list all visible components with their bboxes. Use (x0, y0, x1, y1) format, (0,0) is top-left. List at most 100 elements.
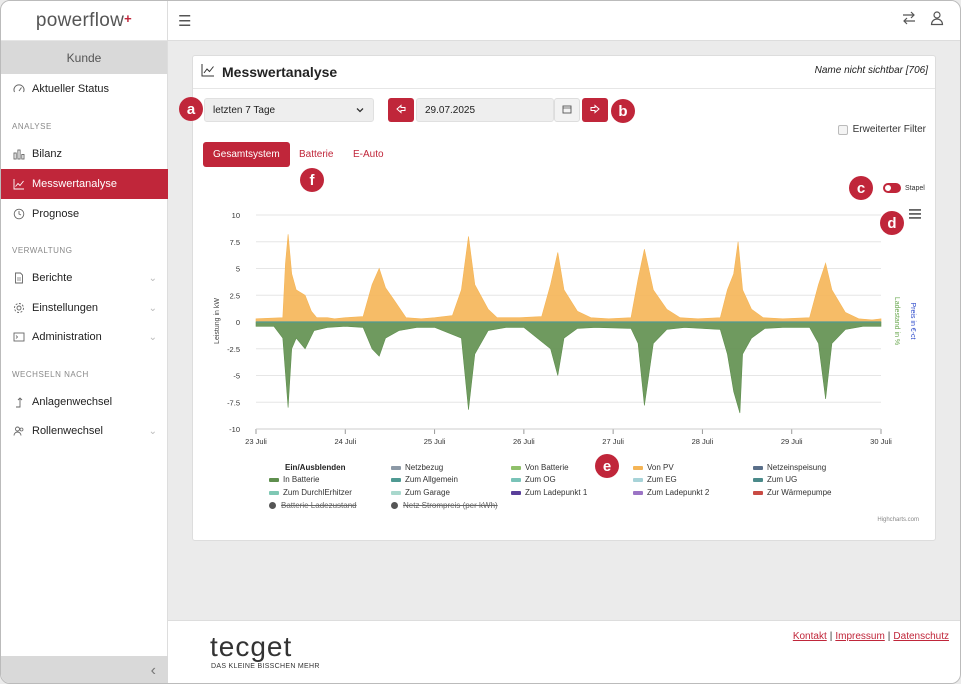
chevron-down-icon: ⌄ (148, 331, 157, 343)
stack-toggle[interactable]: Stapel (883, 183, 925, 193)
sidebar-item-messwertanalyse[interactable]: Messwertanalyse (1, 169, 168, 199)
callout-b: b (611, 99, 635, 123)
legend-item[interactable]: Von Batterie (511, 463, 569, 472)
arrow-left-icon (396, 103, 406, 117)
time-range-select[interactable]: letzten 7 Tage (204, 98, 374, 122)
legend-label: Zum OG (525, 475, 556, 484)
previous-period-button[interactable] (388, 98, 414, 122)
legend-item[interactable]: Netzbezug (391, 463, 443, 472)
extended-filter-checkbox[interactable] (837, 124, 848, 135)
legend-item[interactable]: Netzeinspeisung (753, 463, 826, 472)
y-tick-label: -2.5 (227, 345, 240, 354)
legend-item[interactable]: Netz Strompreis (per kWh) (391, 501, 498, 510)
legend-swatch (269, 490, 279, 495)
legend-item[interactable]: Zum EG (633, 475, 677, 484)
x-tick-label: 24 Juli (334, 437, 356, 446)
tab-batterie[interactable]: Batterie (299, 149, 334, 160)
date-field[interactable]: 29.07.2025 (416, 98, 554, 122)
system-name: Name nicht sichtbar [706] (814, 65, 928, 76)
sidebar-item-aktueller-status[interactable]: Aktueller Status (1, 74, 168, 104)
sidebar-item-rollenwechsel[interactable]: Rollenwechsel ⌄ (1, 416, 168, 446)
callout-f: f (300, 168, 324, 192)
logo-mark: + (124, 11, 133, 26)
legend-swatch (633, 477, 643, 482)
sidebar-item-label: Messwertanalyse (32, 178, 117, 190)
legend-swatch (391, 490, 401, 495)
sidebar-collapse-button[interactable]: ‹ (1, 656, 168, 683)
legend-item[interactable]: In Batterie (269, 475, 319, 484)
arrow-right-icon (590, 103, 600, 117)
y-tick-label: -10 (229, 425, 240, 434)
y-tick-label: -5 (233, 372, 240, 381)
legend-item[interactable]: Zum UG (753, 475, 797, 484)
legend-label: Netzbezug (405, 463, 444, 472)
chevron-left-icon: ‹ (150, 661, 156, 679)
legend-label: Zum UG (767, 475, 798, 484)
sidebar-item-einstellungen[interactable]: Einstellungen ⌄ (1, 293, 168, 323)
y-tick-label: 0 (236, 318, 240, 327)
customer-label: Kunde (1, 41, 167, 74)
chart-menu-icon[interactable] (909, 206, 921, 224)
sidebar-item-label: Prognose (32, 208, 80, 220)
user-icon[interactable] (929, 10, 945, 31)
next-period-button[interactable] (582, 98, 608, 122)
menu-toggle-button[interactable]: ☰ (178, 13, 192, 30)
legend-item[interactable]: Zur Wärmepumpe (753, 488, 831, 497)
x-tick-label: 25 Juli (424, 437, 446, 446)
legend-label: Zum Allgemein (405, 475, 458, 484)
tab-gesamtsystem[interactable]: Gesamtsystem (203, 142, 290, 167)
footer-links: Kontakt | Impressum | Datenschutz (793, 631, 949, 642)
link-separator: | (829, 631, 833, 642)
legend-label: Zum Ladepunkt 2 (647, 488, 710, 497)
legend-item[interactable]: Zum Allgemein (391, 475, 458, 484)
legend-swatch (269, 477, 279, 482)
link-datenschutz[interactable]: Datenschutz (893, 631, 949, 642)
swap-icon[interactable] (901, 10, 917, 31)
calendar-button[interactable] (554, 98, 580, 122)
calendar-icon (562, 101, 572, 119)
chart-credits[interactable]: Highcharts.com (877, 517, 919, 523)
bar-chart-icon (12, 147, 26, 161)
chart-series (255, 234, 882, 414)
speedometer-icon (12, 82, 26, 96)
nav-section-analyse: ANALYSE (12, 122, 52, 131)
legend-item[interactable]: Zum OG (511, 475, 556, 484)
legend-item[interactable]: Zum DurchlErhitzer (269, 488, 352, 497)
link-impressum[interactable]: Impressum (835, 631, 885, 642)
sidebar-item-anlagenwechsel[interactable]: Anlagenwechsel (1, 387, 168, 417)
legend-swatch (753, 490, 763, 495)
legend-marker-dot (269, 502, 276, 509)
stack-toggle-label: Stapel (905, 184, 925, 192)
sidebar: powerflow + Kunde Aktueller Status ANALYS… (1, 1, 168, 683)
sidebar-item-administration[interactable]: Administration ⌄ (1, 322, 168, 352)
y-tick-label: 2.5 (230, 291, 240, 300)
legend-marker-dot (391, 502, 398, 509)
legend-swatch (511, 477, 521, 482)
sidebar-item-bilanz[interactable]: Bilanz (1, 139, 168, 169)
sidebar-item-label: Rollenwechsel (32, 425, 103, 437)
legend-item[interactable]: Batterie Ladezustand (269, 501, 357, 510)
sidebar-item-label: Anlagenwechsel (32, 396, 113, 408)
callout-e: e (595, 454, 619, 478)
extended-filter-toggle[interactable]: Erweiterter Filter (837, 124, 926, 135)
sidebar-item-prognose[interactable]: Prognose (1, 199, 168, 229)
x-tick-label: 23 Juli (245, 437, 267, 446)
legend-item[interactable]: Zum Ladepunkt 2 (633, 488, 709, 497)
callout-d: d (880, 211, 904, 235)
legend-label: Zum Ladepunkt 1 (525, 488, 588, 497)
app-logo[interactable]: powerflow + (1, 1, 167, 41)
y-axis-right-label-price: Preis in €-ct (909, 303, 916, 340)
footer: tecget DAS KLEINE BISSCHEN MEHR Kontakt |… (168, 620, 960, 683)
footer-tagline: DAS KLEINE BISSCHEN MEHR (211, 663, 320, 670)
legend-item[interactable]: Zum Garage (391, 488, 450, 497)
stack-toggle-switch[interactable] (883, 183, 901, 193)
y-axis-right-label-soc: Ladestand in % (893, 297, 900, 345)
legend-item[interactable]: Von PV (633, 463, 674, 472)
link-kontakt[interactable]: Kontakt (792, 631, 827, 642)
y-tick-label: -7.5 (227, 398, 240, 407)
tab-e-auto[interactable]: E-Auto (353, 149, 384, 160)
y-tick-label: 10 (232, 211, 240, 220)
legend-item[interactable]: Zum Ladepunkt 1 (511, 488, 587, 497)
sidebar-item-berichte[interactable]: Berichte ⌄ (1, 263, 168, 293)
document-icon (12, 271, 26, 285)
